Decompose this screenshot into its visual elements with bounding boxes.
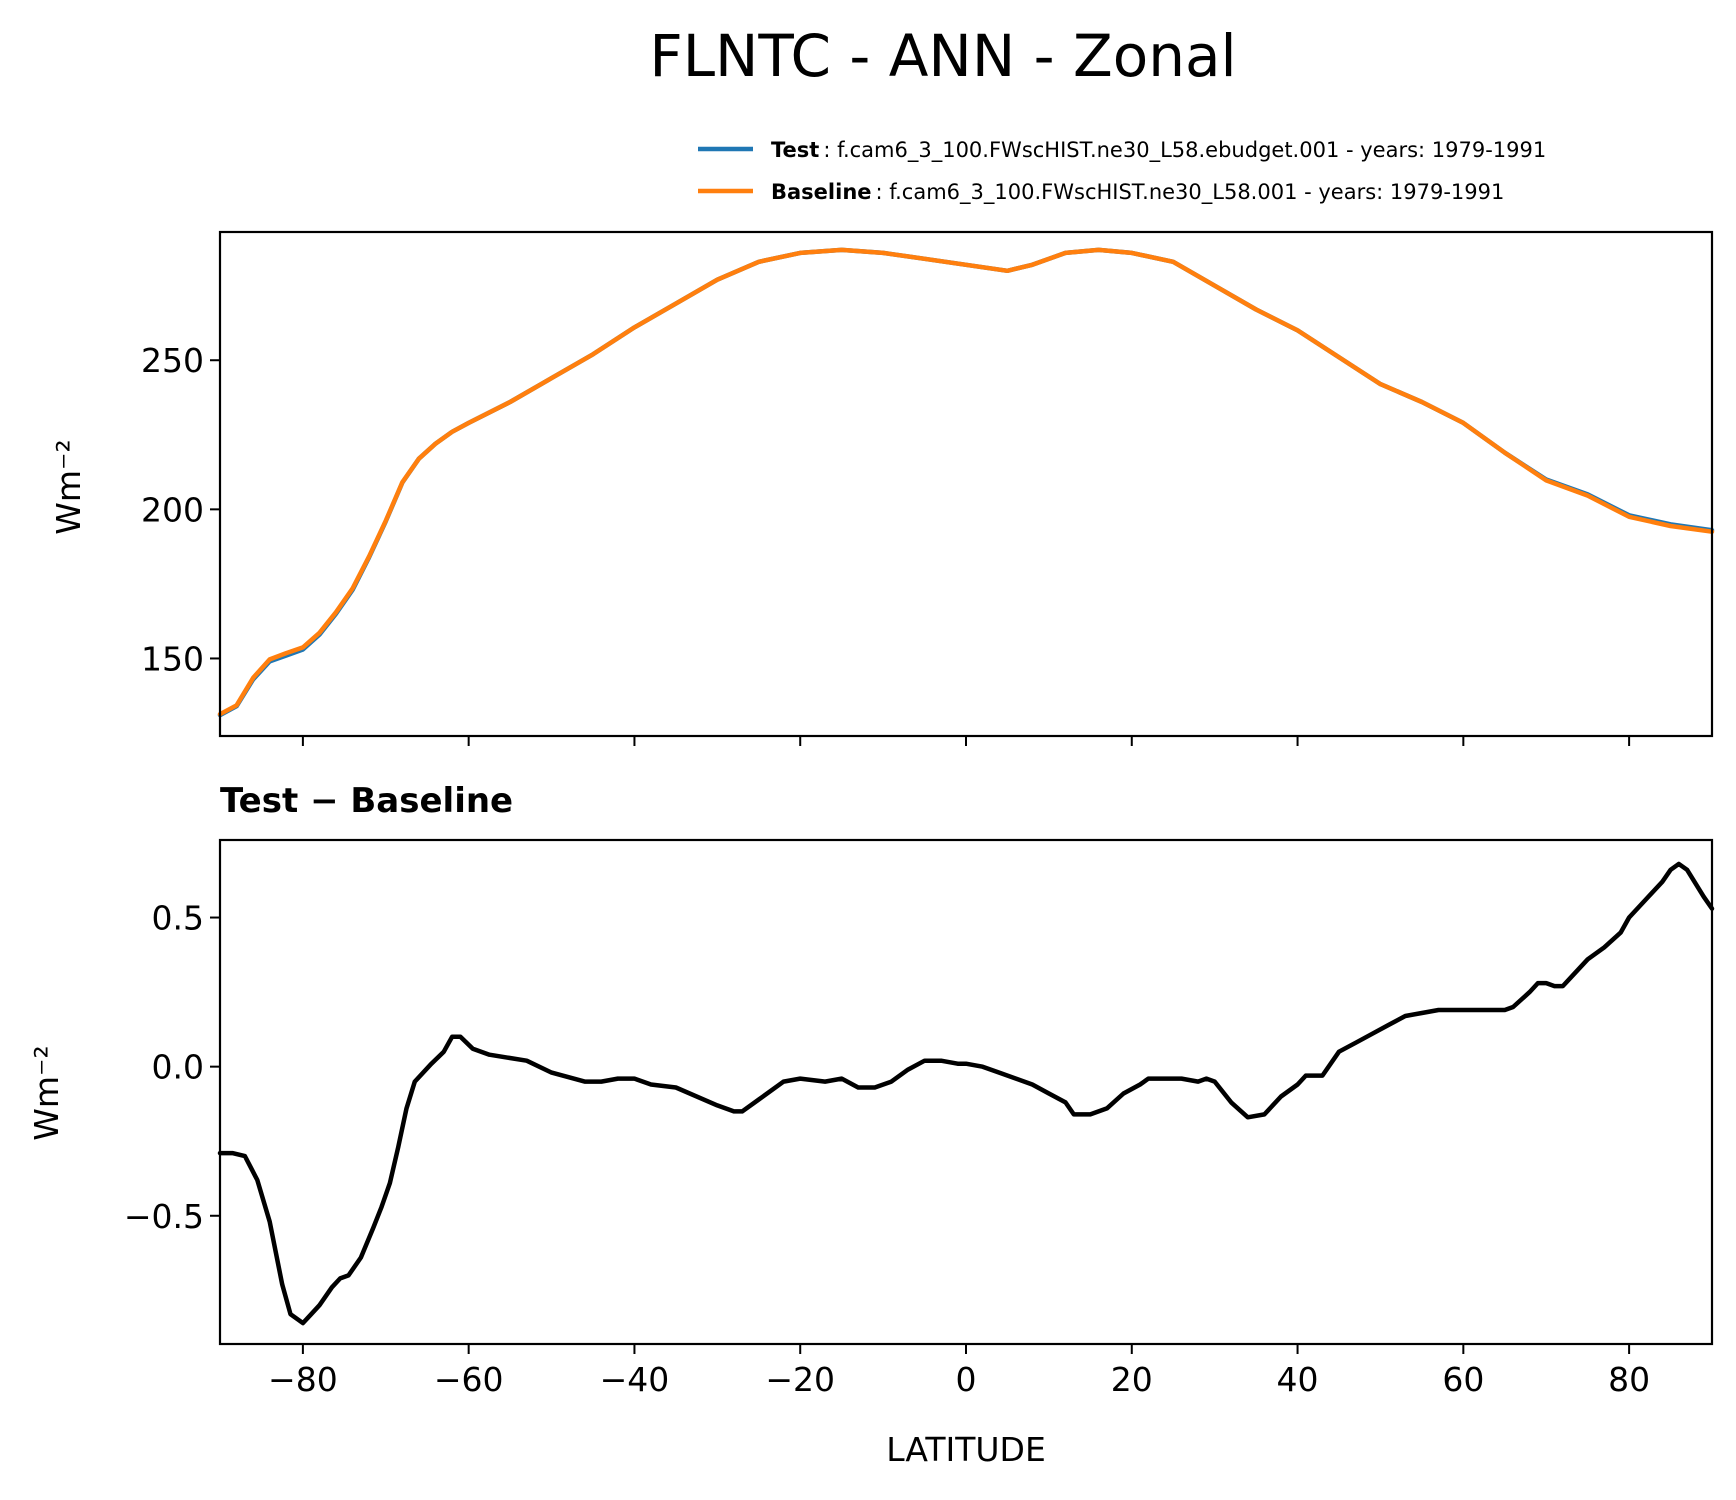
top-plot-frame [218,230,1714,738]
x-tick-label: 80 [1608,1360,1650,1399]
figure-title: FLNTC - ANN - Zonal [649,22,1236,90]
bottom-plot-frame [218,838,1714,1346]
bottom-panel: Test − Baseline Wm⁻² −80 −60 −40 −20 0 20 40 60… [27,781,1715,1469]
x-tick-label: −20 [765,1360,835,1399]
y-tick-label: 150 [141,639,204,678]
x-tick-label: −80 [268,1360,338,1399]
series-line-difference [217,861,1715,1326]
legend-baseline-entry: Baseline: f.cam6_3_100.FWscHIST.ne30_L58… [771,180,1504,205]
y-tick-label: 200 [141,490,204,529]
bottom-y-axis-label: Wm⁻² [27,1045,66,1140]
series-line-baseline [217,247,1715,717]
x-tick-label: 60 [1442,1360,1484,1399]
bottom-panel-title: Test − Baseline [220,781,513,821]
legend-baseline-label: Baseline [771,180,872,204]
x-tick-label: −40 [600,1360,670,1399]
legend-test-entry: Test: f.cam6_3_100.FWscHIST.ne30_L58.ebu… [771,138,1546,163]
y-tick-label: 250 [141,341,204,380]
x-tick-label: 0 [956,1360,977,1399]
y-tick-label: −0.5 [124,1197,204,1236]
legend-test-text: : f.cam6_3_100.FWscHIST.ne30_L58.ebudget… [823,138,1546,163]
legend-test-label: Test [771,138,819,162]
bottom-ticks: −80 −60 −40 −20 0 20 40 60 80 −0.5 0.0 0.5 [124,899,1650,1399]
bottom-x-axis-label: LATITUDE [886,1430,1046,1469]
top-ticks: 150 200 250 [141,341,1631,746]
y-tick-label: 0.0 [152,1048,204,1087]
x-tick-label: 40 [1277,1360,1319,1399]
top-y-axis-label: Wm⁻² [49,439,88,534]
legend-baseline-text: : f.cam6_3_100.FWscHIST.ne30_L58.001 - y… [876,180,1505,205]
y-tick-label: 0.5 [152,899,204,938]
top-panel: Wm⁻² 150 200 250 [49,230,1715,746]
legend: Test: f.cam6_3_100.FWscHIST.ne30_L58.ebu… [698,138,1546,205]
x-tick-label: 20 [1111,1360,1153,1399]
x-tick-label: −60 [434,1360,504,1399]
